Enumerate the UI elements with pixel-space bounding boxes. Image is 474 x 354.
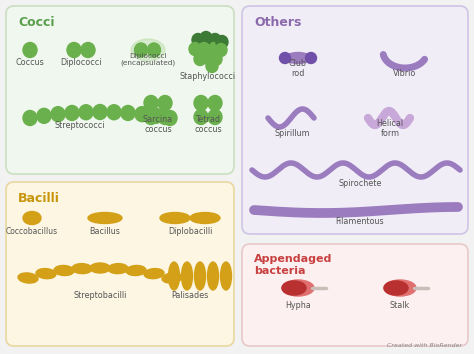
- Text: Club
rod: Club rod: [289, 59, 307, 78]
- Ellipse shape: [215, 44, 227, 57]
- Text: Appendaged
bacteria: Appendaged bacteria: [254, 254, 332, 276]
- Ellipse shape: [121, 105, 135, 120]
- Text: Created with BioRender: Created with BioRender: [387, 343, 462, 348]
- Ellipse shape: [194, 109, 208, 125]
- Text: Diplococci
(encapsulated): Diplococci (encapsulated): [120, 53, 176, 67]
- Ellipse shape: [202, 51, 214, 64]
- Text: Streptobacilli: Streptobacilli: [73, 291, 127, 300]
- Ellipse shape: [208, 96, 222, 110]
- Ellipse shape: [54, 266, 74, 275]
- Text: Helical
form: Helical form: [376, 119, 403, 138]
- Text: Bacilli: Bacilli: [18, 192, 60, 205]
- Ellipse shape: [190, 212, 220, 223]
- FancyBboxPatch shape: [6, 6, 234, 174]
- Ellipse shape: [192, 34, 204, 46]
- Ellipse shape: [206, 59, 218, 73]
- Ellipse shape: [67, 42, 81, 57]
- Ellipse shape: [93, 104, 107, 120]
- Text: Cocci: Cocci: [18, 16, 55, 29]
- Text: Spirillum: Spirillum: [274, 129, 310, 138]
- Ellipse shape: [189, 42, 201, 56]
- Ellipse shape: [18, 273, 38, 283]
- Ellipse shape: [37, 108, 51, 123]
- Ellipse shape: [23, 211, 41, 224]
- Ellipse shape: [158, 96, 172, 110]
- Ellipse shape: [126, 266, 146, 275]
- Ellipse shape: [23, 110, 37, 126]
- Ellipse shape: [208, 262, 219, 290]
- FancyBboxPatch shape: [242, 244, 468, 346]
- Ellipse shape: [65, 105, 79, 120]
- Ellipse shape: [216, 35, 228, 48]
- Ellipse shape: [282, 281, 306, 295]
- Ellipse shape: [135, 43, 147, 57]
- Ellipse shape: [209, 34, 221, 46]
- Ellipse shape: [88, 212, 122, 223]
- Ellipse shape: [285, 52, 311, 63]
- Text: Tetrad
coccus: Tetrad coccus: [194, 115, 222, 134]
- Text: Streptococci: Streptococci: [55, 121, 105, 130]
- Ellipse shape: [135, 107, 149, 122]
- Ellipse shape: [79, 105, 93, 120]
- Ellipse shape: [81, 42, 95, 57]
- Text: Coccobacillus: Coccobacillus: [6, 227, 58, 236]
- Text: Others: Others: [254, 16, 301, 29]
- Ellipse shape: [72, 264, 92, 274]
- Ellipse shape: [36, 269, 56, 279]
- Text: Palisades: Palisades: [172, 291, 209, 300]
- Ellipse shape: [194, 52, 206, 65]
- Text: Bacillus: Bacillus: [90, 227, 120, 236]
- Text: Coccus: Coccus: [16, 58, 45, 67]
- Ellipse shape: [23, 42, 37, 57]
- Text: Filamentous: Filamentous: [336, 217, 384, 226]
- Ellipse shape: [144, 109, 158, 125]
- Text: Stalk: Stalk: [390, 301, 410, 310]
- Ellipse shape: [384, 280, 416, 296]
- Ellipse shape: [51, 107, 65, 122]
- Ellipse shape: [208, 109, 222, 125]
- Ellipse shape: [194, 262, 206, 290]
- Ellipse shape: [220, 262, 231, 290]
- Text: Vibrio: Vibrio: [393, 69, 417, 78]
- Ellipse shape: [306, 52, 317, 63]
- Text: Diplobacilli: Diplobacilli: [168, 227, 212, 236]
- Ellipse shape: [149, 108, 163, 123]
- Ellipse shape: [384, 281, 408, 295]
- Ellipse shape: [160, 212, 190, 223]
- Ellipse shape: [207, 42, 219, 56]
- Text: Diplococci: Diplococci: [60, 58, 102, 67]
- Ellipse shape: [144, 96, 158, 110]
- Ellipse shape: [158, 109, 172, 125]
- Text: Hypha: Hypha: [285, 301, 311, 310]
- Ellipse shape: [147, 43, 161, 57]
- Text: Spirochete: Spirochete: [338, 179, 382, 188]
- Ellipse shape: [282, 280, 314, 296]
- FancyBboxPatch shape: [6, 182, 234, 346]
- Ellipse shape: [90, 263, 110, 273]
- Ellipse shape: [194, 96, 208, 110]
- Ellipse shape: [210, 52, 222, 65]
- Ellipse shape: [107, 105, 121, 120]
- Ellipse shape: [182, 262, 192, 290]
- Ellipse shape: [280, 52, 291, 63]
- Text: Sarcina
coccus: Sarcina coccus: [143, 115, 173, 134]
- FancyBboxPatch shape: [242, 6, 468, 234]
- Ellipse shape: [163, 110, 177, 126]
- Ellipse shape: [198, 42, 210, 56]
- Text: Staphylococci: Staphylococci: [180, 72, 236, 81]
- Ellipse shape: [168, 262, 180, 290]
- Ellipse shape: [144, 269, 164, 279]
- Ellipse shape: [200, 32, 212, 45]
- Ellipse shape: [162, 273, 182, 283]
- Ellipse shape: [131, 39, 165, 61]
- Ellipse shape: [108, 264, 128, 274]
